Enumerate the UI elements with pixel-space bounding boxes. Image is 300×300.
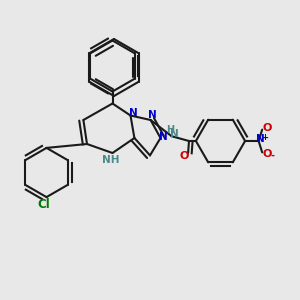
Text: N: N [256,134,265,145]
Text: H: H [166,124,174,135]
Text: N: N [148,110,157,121]
Text: N: N [128,108,137,118]
Text: Cl: Cl [37,198,50,211]
Text: O: O [263,149,272,159]
Text: N: N [159,131,168,142]
Text: N: N [169,129,178,139]
Text: +: + [261,133,268,142]
Text: NH: NH [102,154,120,165]
Text: O: O [179,151,189,161]
Text: -: - [270,151,274,161]
Text: O: O [263,123,272,133]
